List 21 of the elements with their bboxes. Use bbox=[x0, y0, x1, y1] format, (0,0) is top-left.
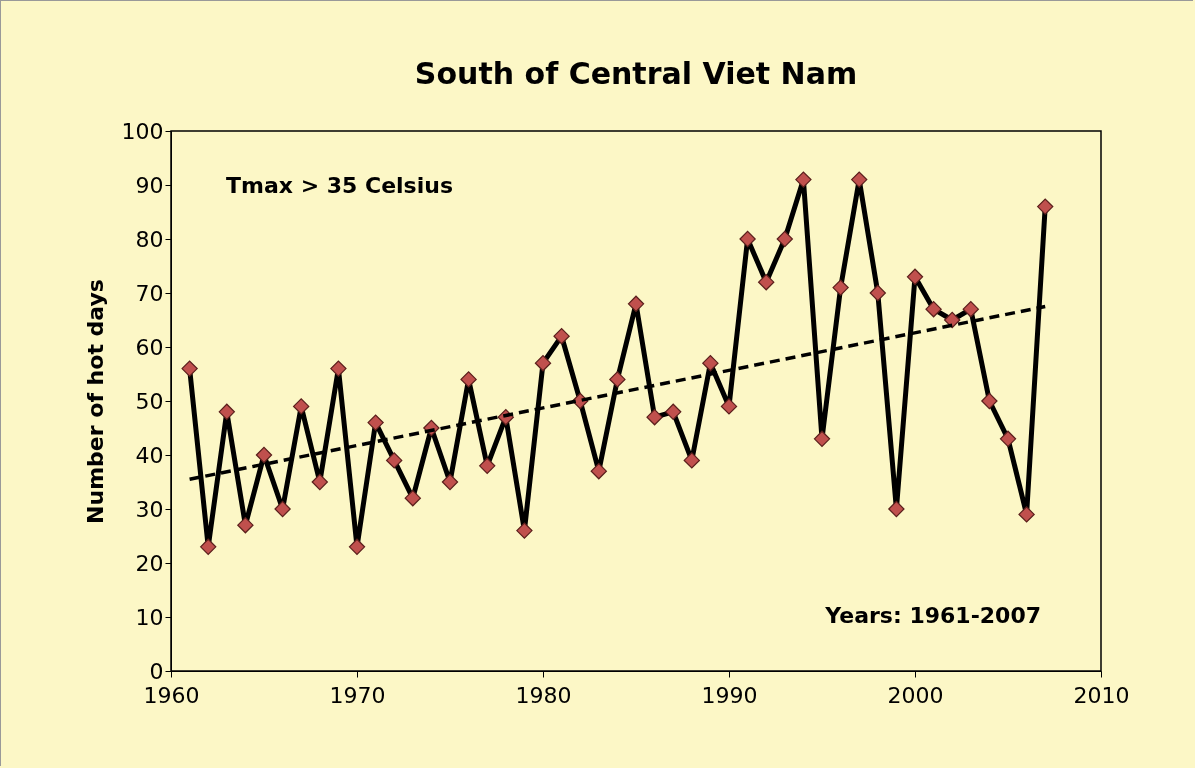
x-tick-label: 1980 bbox=[515, 682, 572, 708]
annotation: Years: 1961-2007 bbox=[824, 603, 1041, 628]
x-tick-label: 1970 bbox=[329, 682, 386, 708]
chart-title: South of Central Viet Nam bbox=[414, 56, 858, 91]
x-tick-label: 1960 bbox=[143, 682, 200, 708]
y-tick-label: 70 bbox=[135, 280, 164, 306]
x-tick-label: 2010 bbox=[1073, 682, 1130, 708]
y-tick-label: 20 bbox=[135, 550, 164, 576]
y-tick-label: 90 bbox=[135, 172, 164, 198]
x-tick-label: 2000 bbox=[887, 682, 944, 708]
y-tick-label: 10 bbox=[135, 604, 164, 630]
y-tick-label: 30 bbox=[135, 496, 164, 522]
y-axis-title: Number of hot days bbox=[82, 279, 108, 524]
annotation: Tmax > 35 Celsius bbox=[226, 173, 453, 198]
y-tick-label: 0 bbox=[149, 658, 164, 684]
y-tick-label: 50 bbox=[135, 388, 164, 414]
y-tick-label: 100 bbox=[121, 118, 164, 144]
y-tick-label: 40 bbox=[135, 442, 164, 468]
x-tick-label: 1990 bbox=[701, 682, 758, 708]
y-tick-label: 80 bbox=[135, 226, 164, 252]
y-tick-label: 60 bbox=[135, 334, 164, 360]
